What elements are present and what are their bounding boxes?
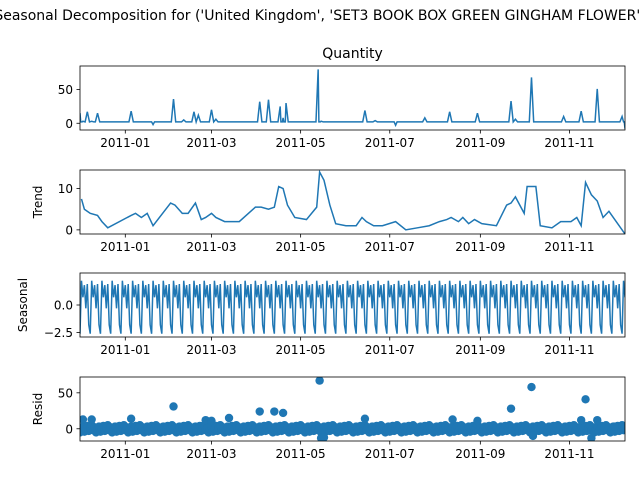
resid-subplot: 2011-01 2011-03 2011-05 2011-07 2011-09 2011-… xyxy=(31,376,626,461)
resid-point xyxy=(270,407,279,416)
resid-point xyxy=(528,431,538,441)
subplots: 2011-01 2011-03 2011-05 2011-07 2011-09 2011-… xyxy=(16,46,626,461)
quantity-x-tick-label: 2011-11 xyxy=(544,136,594,150)
trend-y-axis-label: Trend xyxy=(31,186,45,220)
quantity-x-tick-label: 2011-01 xyxy=(100,136,150,150)
quantity-axes-frame xyxy=(79,65,626,131)
seasonal-y-tick-label: −2.5 xyxy=(44,326,73,340)
resid-point xyxy=(224,413,234,423)
trend-subplot: 2011-01 2011-03 2011-05 2011-07 2011-09 2011-… xyxy=(31,169,626,254)
resid-point xyxy=(87,415,96,424)
resid-point xyxy=(593,415,602,425)
quantity-subplot: 2011-01 2011-03 2011-05 2011-07 2011-09 2011-… xyxy=(58,46,626,150)
resid-axes-frame xyxy=(79,376,626,442)
seasonal-subplot: 2011-01 2011-03 2011-05 2011-07 2011-09 2011-… xyxy=(16,272,626,357)
seasonal-x-tick-label: 2011-09 xyxy=(455,343,505,357)
resid-x-tick-label: 2011-11 xyxy=(544,447,594,461)
resid-point xyxy=(587,433,596,441)
trend-axes-frame xyxy=(79,169,626,235)
resid-plot-area xyxy=(80,377,625,441)
seasonal-series-line xyxy=(80,280,625,334)
seasonal-x-tick-label: 2011-11 xyxy=(544,343,594,357)
resid-point-small xyxy=(620,423,625,432)
quantity-title: Quantity xyxy=(322,46,383,62)
resid-x-tick-label: 2011-03 xyxy=(186,447,236,461)
resid-point xyxy=(126,414,136,423)
trend-x-tick-label: 2011-09 xyxy=(455,240,505,254)
trend-plot-area xyxy=(80,170,625,234)
trend-x-tick-label: 2011-01 xyxy=(100,240,150,254)
resid-point xyxy=(610,422,619,431)
seasonal-x-tick-label: 2011-05 xyxy=(276,343,326,357)
resid-y-tick-label: 0 xyxy=(65,422,73,436)
seasonal-plot-area xyxy=(80,280,625,334)
seasonal-x-tick-label: 2011-07 xyxy=(365,343,415,357)
resid-point xyxy=(207,416,216,426)
trend-x-tick-label: 2011-11 xyxy=(544,240,594,254)
resid-x-tick-label: 2011-07 xyxy=(365,447,415,461)
trend-series-line xyxy=(80,170,625,234)
resid-point xyxy=(315,377,324,385)
figure-title: Seasonal Decomposition for ('United King… xyxy=(0,8,640,24)
resid-point xyxy=(319,433,329,441)
quantity-x-tick-label: 2011-05 xyxy=(276,136,326,150)
resid-point xyxy=(169,402,178,411)
quantity-series-line xyxy=(80,69,625,129)
resid-y-axis-label: Resid xyxy=(31,393,45,425)
resid-point xyxy=(576,415,586,425)
resid-x-tick-label: 2011-05 xyxy=(276,447,326,461)
trend-y-tick-label: 10 xyxy=(58,182,73,196)
resid-point xyxy=(473,416,482,426)
resid-point xyxy=(278,408,288,418)
trend-x-tick-label: 2011-07 xyxy=(365,240,415,254)
seasonal-y-axis-label: Seasonal xyxy=(16,278,30,332)
quantity-plot-area xyxy=(80,69,625,129)
quantity-y-tick-label: 0 xyxy=(65,117,73,131)
resid-point xyxy=(448,415,457,424)
trend-x-tick-label: 2011-05 xyxy=(276,240,326,254)
seasonal-x-tick-label: 2011-01 xyxy=(100,343,150,357)
quantity-x-tick-label: 2011-07 xyxy=(365,136,415,150)
resid-x-tick-label: 2011-01 xyxy=(100,447,150,461)
resid-y-tick-label: 50 xyxy=(58,386,73,400)
quantity-x-tick-label: 2011-09 xyxy=(455,136,505,150)
quantity-x-tick-label: 2011-03 xyxy=(186,136,236,150)
resid-point xyxy=(527,382,536,392)
resid-point xyxy=(506,404,516,413)
resid-x-tick-label: 2011-09 xyxy=(455,447,505,461)
resid-point xyxy=(255,407,264,416)
resid-point xyxy=(581,395,590,404)
trend-x-tick-label: 2011-03 xyxy=(186,240,236,254)
resid-point xyxy=(80,415,88,424)
quantity-y-tick-label: 50 xyxy=(58,83,73,97)
seasonal-x-tick-label: 2011-03 xyxy=(186,343,236,357)
seasonal-y-tick-label: 0.0 xyxy=(54,299,73,313)
trend-y-tick-label: 0 xyxy=(65,223,73,237)
resid-point xyxy=(360,414,370,423)
